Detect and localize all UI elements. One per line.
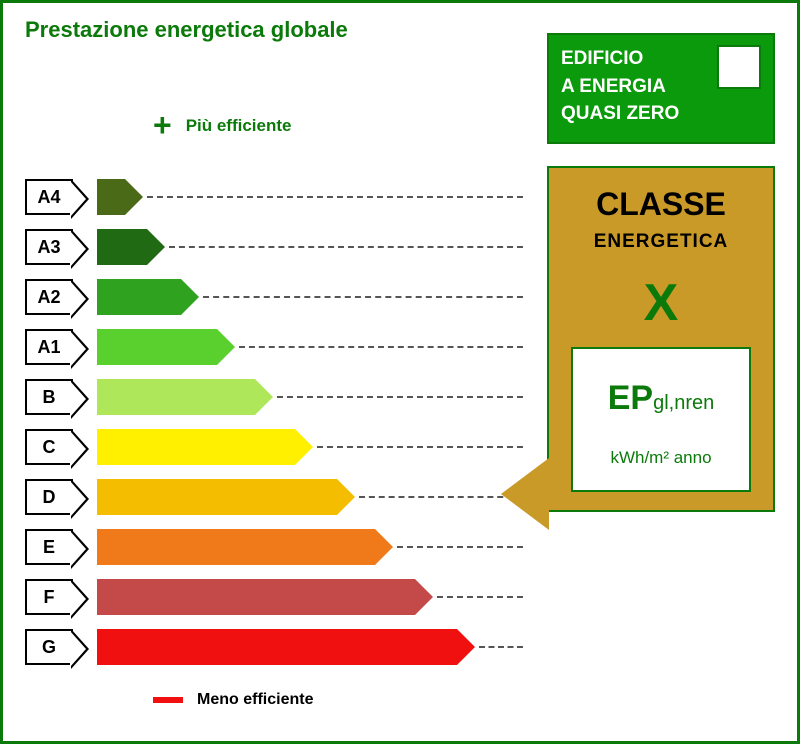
- bar-dash-line: [169, 246, 523, 248]
- bar-label: G: [25, 629, 73, 665]
- bar-arrow-head: [415, 579, 433, 615]
- minus-icon: [153, 697, 183, 703]
- bar-arrow-head: [147, 229, 165, 265]
- bar-arrow-body: [97, 329, 217, 365]
- bar-arrow-body: [97, 529, 375, 565]
- bar-dash-line: [277, 396, 523, 398]
- less-efficient-label: Meno efficiente: [197, 691, 313, 709]
- side-panel: EDIFICIO A ENERGIA QUASI ZERO CLASSE ENE…: [547, 33, 775, 512]
- bar-arrow-head: [181, 279, 199, 315]
- bar-label: C: [25, 429, 73, 465]
- bar-dash-line: [437, 596, 523, 598]
- bar-arrow-body: [97, 279, 181, 315]
- bar-dash-line: [203, 296, 523, 298]
- bar-dash-line: [147, 196, 523, 198]
- classe-box: CLASSE ENERGETICA X EPgl,nren kWh/m² ann…: [547, 166, 775, 512]
- bar-arrow-head: [217, 329, 235, 365]
- bar-label: A2: [25, 279, 73, 315]
- bar-dash-line: [317, 446, 523, 448]
- bar-arrow-head: [125, 179, 143, 215]
- bar-label: A3: [25, 229, 73, 265]
- ep-box: EPgl,nren kWh/m² anno: [571, 347, 751, 492]
- bar-arrow-body: [97, 379, 255, 415]
- ep-unit: kWh/m² anno: [579, 448, 743, 468]
- bar-arrow-head: [255, 379, 273, 415]
- less-efficient-row: Meno efficiente: [153, 691, 313, 709]
- bar-dash-line: [239, 346, 523, 348]
- bar-label: D: [25, 479, 73, 515]
- bar-label: A1: [25, 329, 73, 365]
- ep-main: EP: [608, 379, 653, 417]
- more-efficient-label: Più efficiente: [186, 116, 292, 136]
- bar-arrow-body: [97, 579, 415, 615]
- plus-icon: +: [153, 107, 172, 144]
- energy-label-frame: Prestazione energetica globale + Più eff…: [0, 0, 800, 744]
- more-efficient-row: + Più efficiente: [153, 107, 292, 144]
- bar-arrow-head: [337, 479, 355, 515]
- bar-dash-line: [479, 646, 523, 648]
- bar-dash-line: [359, 496, 523, 498]
- bar-arrow-head: [295, 429, 313, 465]
- classe-title: CLASSE: [557, 186, 765, 223]
- nze-checkbox[interactable]: [717, 45, 761, 89]
- classe-subtitle: ENERGETICA: [557, 231, 765, 253]
- ep-sub: gl,nren: [653, 392, 714, 414]
- ep-label: EPgl,nren: [579, 379, 743, 418]
- bar-arrow-head: [457, 629, 475, 665]
- bar-dash-line: [397, 546, 523, 548]
- bar-label: A4: [25, 179, 73, 215]
- bar-arrow-body: [97, 429, 295, 465]
- bar-label: F: [25, 579, 73, 615]
- bar-arrow-body: [97, 479, 337, 515]
- bar-arrow-body: [97, 629, 457, 665]
- nze-line3: QUASI ZERO: [561, 100, 761, 128]
- main-title: Prestazione energetica globale: [25, 17, 348, 43]
- bar-label: E: [25, 529, 73, 565]
- classe-grade: X: [557, 273, 765, 333]
- nze-box: EDIFICIO A ENERGIA QUASI ZERO: [547, 33, 775, 144]
- bar-arrow-body: [97, 229, 147, 265]
- bar-arrow-body: [97, 179, 125, 215]
- bar-label: B: [25, 379, 73, 415]
- bar-arrow-head: [375, 529, 393, 565]
- classe-arrow-stem: [535, 480, 553, 508]
